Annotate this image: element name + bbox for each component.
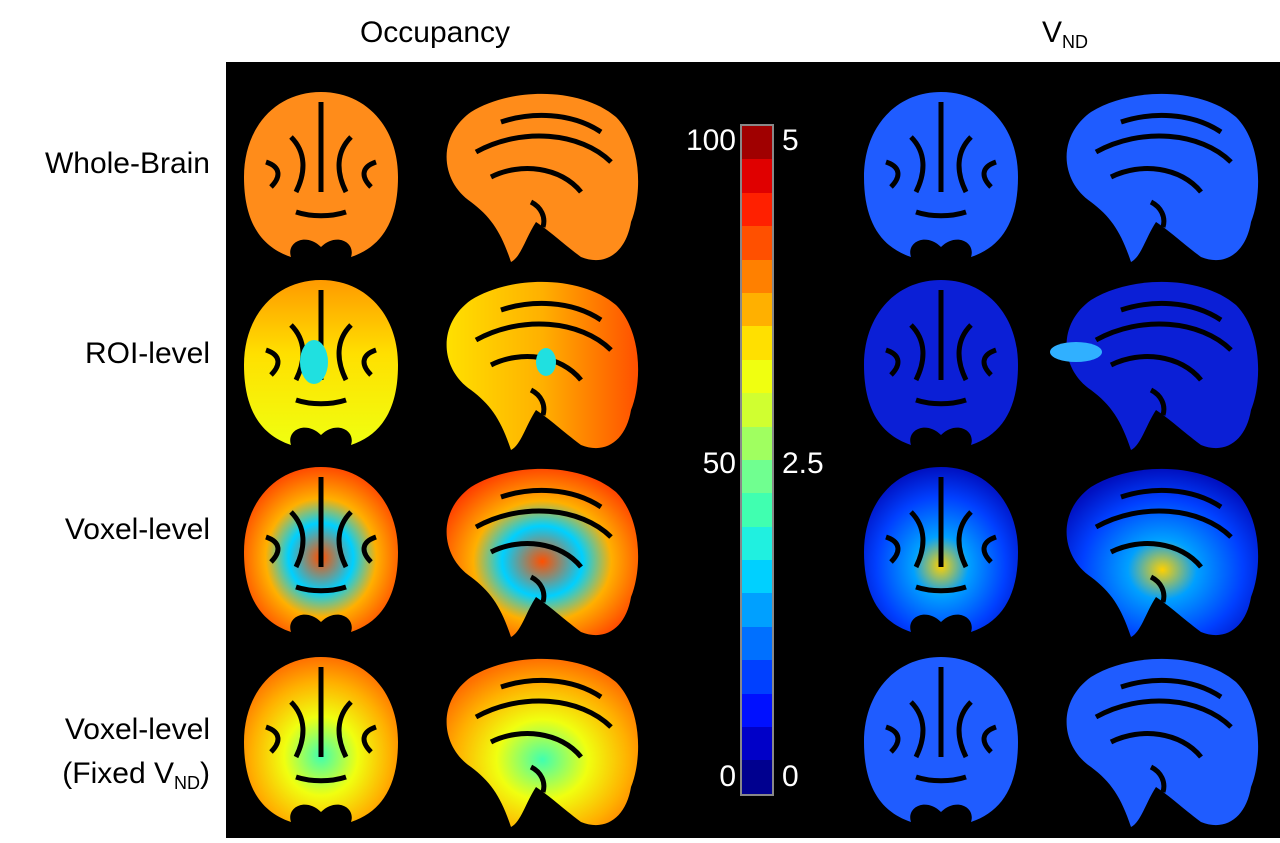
vnd-whole-brain-sagittal-silhouette: [1066, 93, 1259, 262]
vnd-whole-brain-coronal: [864, 92, 1018, 257]
occ-fixed-sagittal-sulci: [474, 678, 613, 793]
colorbar-step: [742, 226, 772, 260]
row-label-fixed-line1: Voxel-level: [64, 713, 210, 746]
colorbar-step: [742, 526, 772, 561]
brain-images: [244, 92, 1259, 827]
vnd-roi-sagittal-silhouette: [1066, 281, 1259, 450]
colorbar-right-tick-bottom: 0: [782, 760, 799, 793]
vnd-voxel-coronal-sulci: [885, 477, 997, 594]
vnd-fixed-coronal: [864, 657, 1018, 822]
row-label-voxel-level-fixed: Voxel-level (Fixed VND): [0, 708, 210, 805]
colorbar-step: [742, 192, 772, 227]
vnd-voxel-coronal: [864, 467, 1018, 632]
row-label-voxel-level: Voxel-level: [64, 513, 210, 546]
colorbar-step: [742, 626, 772, 661]
colorbar-step: [742, 727, 772, 761]
vnd-fixed-sagittal: [1066, 658, 1259, 827]
vnd-voxel-sagittal-silhouette: [1066, 468, 1259, 637]
vnd-column-header: VND: [1010, 16, 1120, 53]
colorbar-step: [742, 560, 772, 594]
vnd-header-main: V: [1041, 16, 1062, 49]
colorbar-right-tick-mid: 2.5: [782, 447, 824, 480]
colorbar-step: [742, 359, 772, 394]
occ-voxel-sagittal-silhouette: [446, 468, 639, 637]
row-label-roi-level: ROI-level: [84, 337, 210, 370]
occ-voxel-coronal: [244, 467, 398, 632]
colorbar-right-tick-top: 5: [782, 124, 799, 157]
row-label-fixed-line2: (Fixed VND): [62, 757, 210, 793]
vnd-whole-brain-sagittal: [1066, 93, 1259, 262]
occ-fixed-coronal-sulci: [265, 667, 377, 784]
colorbar: [740, 124, 774, 796]
vnd-whole-brain-coronal-sulci: [885, 102, 997, 219]
colorbar-left-tick-mid: 50: [702, 447, 736, 480]
colorbar-step: [742, 593, 772, 627]
vnd-roi-sagittal-sulci: [1094, 301, 1233, 416]
vnd-fixed-sagittal-silhouette: [1066, 658, 1259, 827]
colorbar-step: [742, 493, 772, 527]
occ-whole-brain-coronal: [244, 92, 398, 257]
vnd-roi-coronal: [864, 280, 1018, 445]
occ-fixed-sagittal-silhouette: [446, 658, 639, 827]
occ-roi-deep-structure: [300, 340, 328, 384]
vnd-whole-brain-sagittal-sulci: [1094, 113, 1233, 228]
occ-voxel-sagittal-sulci: [474, 488, 613, 603]
colorbar-step: [742, 259, 772, 293]
image-panel: 100 50 0 5 2.5 0: [226, 62, 1280, 838]
occ-whole-brain-sagittal: [446, 93, 639, 262]
occ-voxel-sagittal: [446, 468, 639, 637]
colorbar-step: [742, 660, 772, 694]
colorbar-left-tick-top: 100: [685, 124, 736, 157]
vnd-roi-sagittal-highlight: [1050, 342, 1102, 362]
vnd-voxel-sagittal: [1066, 468, 1259, 637]
vnd-voxel-sagittal-sulci: [1094, 488, 1233, 603]
colorbar-step: [742, 126, 772, 160]
row-label-whole-brain: Whole-Brain: [44, 147, 210, 180]
vnd-roi-sagittal: [1066, 281, 1259, 450]
occ-whole-brain-sagittal-silhouette: [446, 93, 639, 262]
colorbar-step: [742, 159, 772, 193]
colorbar-left-tick-bottom: 0: [719, 760, 736, 793]
colorbar-step: [742, 760, 772, 794]
occ-fixed-sagittal: [446, 658, 639, 827]
vnd-roi-coronal-sulci: [885, 290, 997, 407]
colorbar-step: [742, 693, 772, 728]
vnd-header-subscript: ND: [1062, 32, 1088, 52]
occ-roi-sagittal-deep-structure: [536, 348, 556, 376]
occ-whole-brain-coronal-sulci: [265, 102, 377, 219]
colorbar-step: [742, 292, 772, 327]
occupancy-column-header: Occupancy: [359, 16, 511, 49]
colorbar-step: [742, 393, 772, 427]
vnd-fixed-coronal-sulci: [885, 667, 997, 784]
colorbar-step: [742, 426, 772, 460]
occ-voxel-coronal-sulci: [265, 477, 377, 594]
vnd-fixed-sagittal-sulci: [1094, 678, 1233, 793]
occ-whole-brain-sagittal-sulci: [474, 113, 613, 228]
colorbar-step: [742, 326, 772, 360]
occ-fixed-coronal: [244, 657, 398, 822]
colorbar-step: [742, 459, 772, 494]
